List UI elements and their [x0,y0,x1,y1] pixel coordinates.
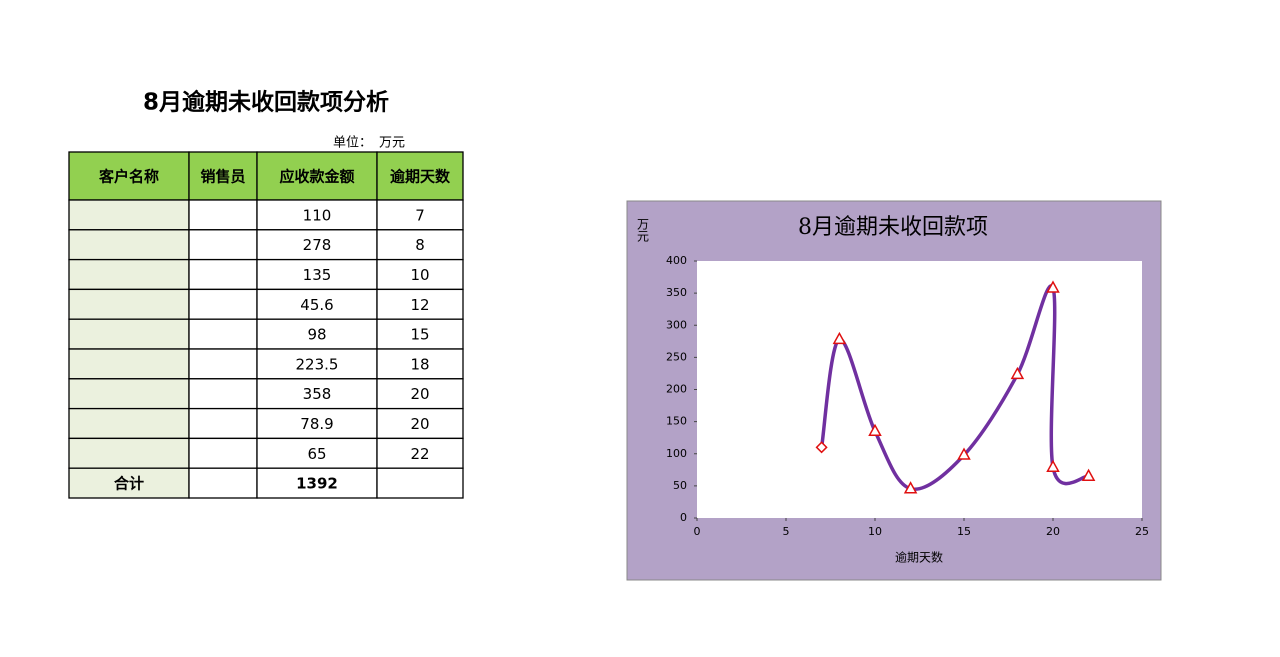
amount-cell: 135 [303,266,332,284]
y-axis-label: 万元 [636,218,650,243]
days-cell: 15 [410,326,429,344]
data-point [903,481,918,494]
y-tick-label: 50 [673,479,687,492]
days-cell: 10 [410,266,429,284]
days-cell: 18 [410,355,429,373]
page-title: 8月逾期未收回款项分析 [143,89,389,116]
amount-cell: 223.5 [296,355,339,373]
table-cell [68,318,190,350]
table-cell [188,318,258,350]
table-cell [188,258,258,291]
x-tick-label: 0 [694,525,701,538]
days-cell: 8 [415,236,425,254]
table-cell [68,467,190,499]
table-cell [188,151,258,201]
y-tick-label: 150 [666,415,687,428]
total-label: 合计 [113,475,144,493]
y-tick-label: 400 [666,254,687,267]
table-cell [376,199,464,231]
days-cell: 12 [410,296,429,314]
data-point [832,331,847,345]
amount-cell: 110 [303,206,332,224]
x-tick-label: 5 [783,525,790,538]
table-cell [68,407,190,440]
unit-label: 单位： [333,136,372,151]
table-cell [68,378,190,410]
table-cell [376,151,464,201]
table-cell [376,348,464,380]
table-cell [68,258,190,291]
y-tick-label: 250 [666,350,687,363]
days-cell: 20 [410,415,429,433]
table-cell [376,437,464,469]
table-cell [376,258,464,291]
column-header: 客户名称 [98,168,159,186]
table-cell [256,407,378,440]
total-amount: 1392 [296,475,338,493]
data-point [1046,280,1060,293]
table-cell [188,467,258,499]
table-cell [256,378,378,410]
amount-cell: 278 [303,236,332,254]
plot-area [697,261,1142,518]
data-point [815,441,828,454]
y-tick-label: 100 [666,447,687,460]
table-cell [68,348,190,380]
amount-cell: 98 [307,326,326,344]
data-point [1046,459,1060,473]
table-cell [256,151,378,201]
table-cell [376,288,464,320]
table-cell [68,229,190,261]
table-cell [68,199,190,231]
column-header: 逾期天数 [390,168,451,186]
table-cell [256,437,378,469]
days-cell: 7 [415,206,425,224]
data-point [1010,366,1025,380]
y-tick-label: 0 [680,511,687,524]
table: 客户名称 销售员 应收款金额 逾期天数 110 7 278 8 135 10 45.6 12 98 15 2… [68,151,464,499]
amount-cell: 78.9 [300,415,333,433]
table-cell [68,288,190,320]
amount-cell: 358 [303,385,332,403]
x-tick-label: 15 [957,525,971,538]
days-cell: 20 [410,385,429,403]
amount-cell: 45.6 [300,296,333,314]
y-tick-label: 350 [666,286,687,299]
data-point [957,447,971,460]
x-tick-label: 25 [1135,525,1149,538]
x-tick-label: 20 [1046,525,1060,538]
table-cell [68,437,190,469]
table-cell [188,378,258,410]
days-cell: 22 [410,445,429,463]
column-header: 销售员 [200,168,245,186]
table-cell [68,151,190,201]
table-cell [376,407,464,440]
chart-title: 8月逾期未收回款项 [798,215,988,240]
amount-cell: 65 [307,445,326,463]
data-point [868,423,882,437]
table-cell [376,318,464,350]
x-tick-label: 10 [868,525,882,538]
x-axis-label: 逾期天数 [895,550,943,565]
trend-line [819,284,1090,491]
table-cell [376,467,464,499]
table-cell [188,199,258,231]
table-cell [376,378,464,410]
data-point [1081,468,1096,481]
table-cell [188,348,258,380]
y-tick-label: 200 [666,383,687,396]
table-cell [376,229,464,261]
y-tick-label: 300 [666,318,687,331]
table-cell [188,407,258,440]
table-cell [188,437,258,469]
table-cell [188,288,258,320]
unit-value: 万元 [379,136,405,151]
table-cell [188,229,258,261]
column-header: 应收款金额 [279,168,354,186]
